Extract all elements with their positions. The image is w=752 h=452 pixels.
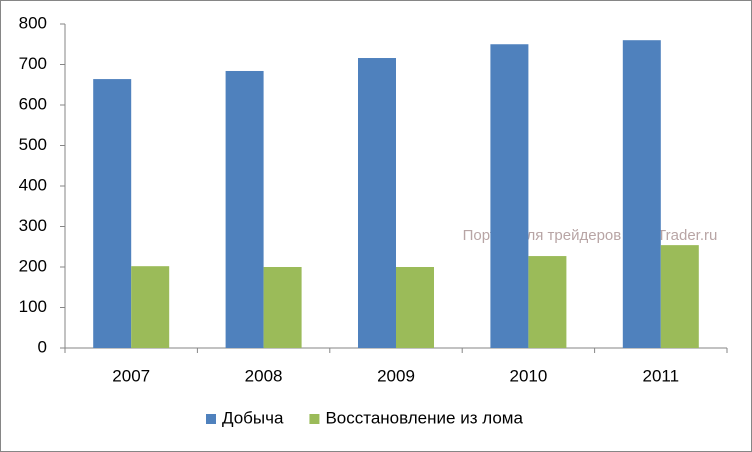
bar xyxy=(490,44,529,348)
bar xyxy=(528,256,567,348)
y-tick-label: 200 xyxy=(19,256,47,275)
bar xyxy=(263,267,302,348)
legend-swatch xyxy=(206,414,216,424)
bar xyxy=(660,245,699,348)
bar xyxy=(225,70,264,348)
y-tick-label: 0 xyxy=(38,337,47,356)
x-tick-label: 2008 xyxy=(245,366,283,385)
y-tick-label: 700 xyxy=(19,54,47,73)
legend-label: Восстановление из лома xyxy=(325,408,523,427)
x-tick-label: 2009 xyxy=(377,366,415,385)
y-tick-label: 500 xyxy=(19,135,47,154)
y-tick-label: 400 xyxy=(19,175,47,194)
bar xyxy=(131,266,170,348)
y-tick-label: 100 xyxy=(19,297,47,316)
bar xyxy=(622,40,661,348)
y-tick-label: 300 xyxy=(19,216,47,235)
legend-label: Добыча xyxy=(222,408,284,427)
x-tick-label: 2010 xyxy=(509,366,547,385)
y-tick-label: 800 xyxy=(19,13,47,32)
x-tick-label: 2011 xyxy=(643,366,680,385)
x-tick-label: 2007 xyxy=(112,366,150,385)
legend-swatch xyxy=(309,414,320,424)
bar xyxy=(396,267,434,348)
bar xyxy=(358,58,396,349)
y-tick-label: 600 xyxy=(19,94,47,113)
bar xyxy=(93,79,132,348)
